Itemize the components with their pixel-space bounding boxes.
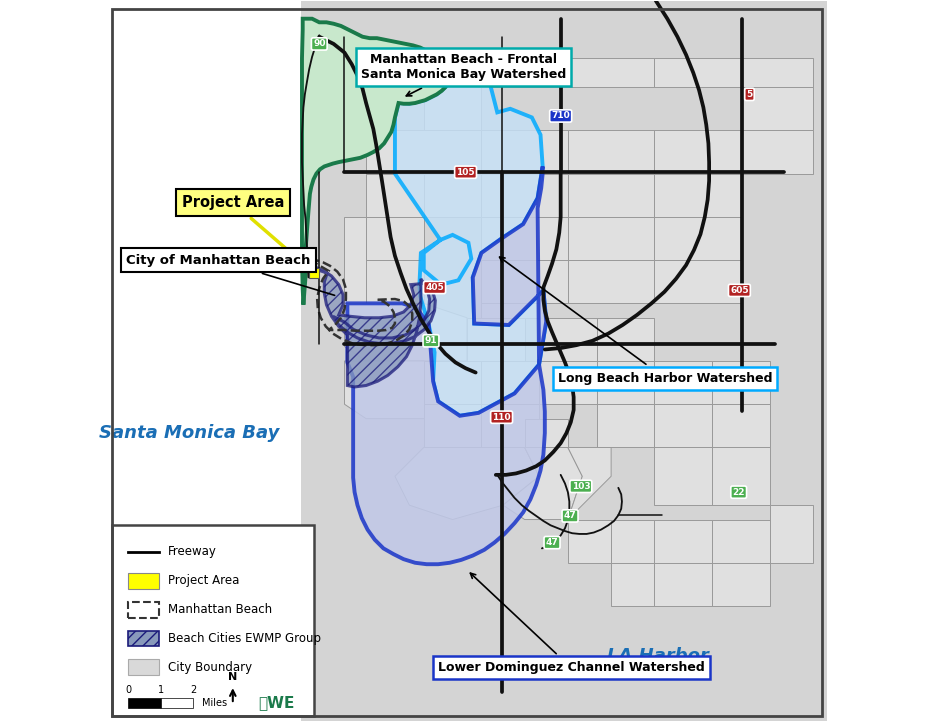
Text: Manhattan Beach: Manhattan Beach [168, 603, 272, 616]
FancyBboxPatch shape [128, 630, 159, 646]
Text: Miles: Miles [202, 697, 227, 708]
Text: Project Area: Project Area [181, 195, 312, 271]
Text: 605: 605 [730, 286, 749, 295]
Polygon shape [655, 174, 741, 217]
Polygon shape [481, 131, 568, 174]
Polygon shape [655, 131, 741, 174]
Polygon shape [741, 131, 813, 174]
Polygon shape [481, 174, 568, 217]
Polygon shape [712, 562, 770, 606]
Polygon shape [655, 448, 712, 505]
Text: 105: 105 [456, 168, 474, 177]
Polygon shape [481, 58, 568, 87]
Polygon shape [741, 58, 813, 87]
Text: 90: 90 [313, 40, 326, 48]
Text: 0: 0 [125, 684, 132, 695]
Text: Santa Monica Bay: Santa Monica Bay [99, 424, 280, 442]
Text: Manhattan Beach - Frontal
Santa Monica Bay Watershed: Manhattan Beach - Frontal Santa Monica B… [361, 53, 566, 96]
Polygon shape [741, 87, 813, 131]
Text: 22: 22 [732, 487, 745, 497]
Text: 1: 1 [158, 684, 163, 695]
FancyBboxPatch shape [161, 697, 193, 708]
Text: 710: 710 [551, 111, 570, 121]
Text: Lower Dominguez Channel Watershed: Lower Dominguez Channel Watershed [438, 573, 705, 674]
Polygon shape [366, 217, 424, 260]
Text: Long Beach Harbor Watershed: Long Beach Harbor Watershed [500, 257, 772, 385]
Polygon shape [712, 520, 770, 562]
Text: Beach Cities EWMP Group: Beach Cities EWMP Group [168, 632, 321, 645]
Polygon shape [539, 361, 597, 404]
Polygon shape [345, 361, 467, 419]
Polygon shape [424, 87, 481, 131]
Text: Freeway: Freeway [168, 545, 217, 558]
FancyBboxPatch shape [128, 573, 159, 588]
Polygon shape [568, 131, 655, 174]
Text: 47: 47 [545, 538, 559, 547]
Polygon shape [366, 174, 424, 217]
Polygon shape [347, 167, 546, 564]
Polygon shape [568, 58, 655, 87]
FancyBboxPatch shape [128, 697, 161, 708]
Text: 103: 103 [572, 482, 590, 491]
Polygon shape [568, 217, 655, 260]
Polygon shape [655, 260, 741, 303]
Polygon shape [655, 361, 712, 404]
Polygon shape [424, 361, 481, 404]
Polygon shape [712, 448, 770, 505]
Polygon shape [655, 520, 712, 562]
Polygon shape [597, 361, 655, 404]
Polygon shape [655, 217, 741, 260]
FancyBboxPatch shape [128, 659, 159, 675]
Polygon shape [424, 404, 481, 448]
Polygon shape [525, 419, 568, 448]
Text: 110: 110 [492, 413, 511, 422]
Polygon shape [611, 562, 655, 606]
Polygon shape [481, 217, 568, 260]
Text: 405: 405 [425, 283, 444, 292]
Polygon shape [302, 19, 450, 305]
Text: City Boundary: City Boundary [168, 661, 252, 674]
Polygon shape [539, 318, 597, 361]
Polygon shape [712, 361, 770, 404]
Polygon shape [568, 520, 611, 562]
Polygon shape [302, 1, 828, 721]
Polygon shape [770, 505, 813, 562]
FancyBboxPatch shape [128, 601, 159, 617]
Text: 2: 2 [190, 684, 196, 695]
Polygon shape [597, 404, 655, 448]
Polygon shape [481, 303, 539, 318]
Polygon shape [611, 520, 655, 562]
FancyBboxPatch shape [112, 526, 314, 716]
Polygon shape [568, 174, 655, 217]
Polygon shape [395, 61, 546, 416]
Text: LA Harbor: LA Harbor [607, 648, 709, 666]
Polygon shape [424, 174, 481, 217]
Polygon shape [424, 58, 481, 87]
Polygon shape [467, 318, 525, 361]
Text: N: N [228, 672, 237, 682]
Polygon shape [597, 318, 655, 361]
Polygon shape [655, 562, 712, 606]
Polygon shape [366, 260, 424, 303]
Polygon shape [481, 260, 568, 303]
Text: City of Manhattan Beach: City of Manhattan Beach [126, 253, 334, 295]
Text: ⒸWE: ⒸWE [258, 695, 294, 710]
Polygon shape [655, 404, 712, 448]
Polygon shape [712, 404, 770, 448]
Polygon shape [467, 361, 539, 404]
Polygon shape [366, 131, 481, 174]
Polygon shape [395, 448, 539, 520]
Polygon shape [655, 58, 741, 87]
Polygon shape [345, 303, 467, 361]
Text: 47: 47 [564, 511, 576, 521]
Polygon shape [568, 448, 611, 520]
Polygon shape [310, 267, 435, 387]
Text: 5: 5 [746, 90, 753, 99]
Text: 91: 91 [425, 336, 437, 345]
Polygon shape [345, 217, 366, 303]
Polygon shape [503, 448, 582, 520]
Polygon shape [467, 404, 539, 448]
Text: Project Area: Project Area [168, 574, 239, 587]
Polygon shape [568, 260, 655, 303]
